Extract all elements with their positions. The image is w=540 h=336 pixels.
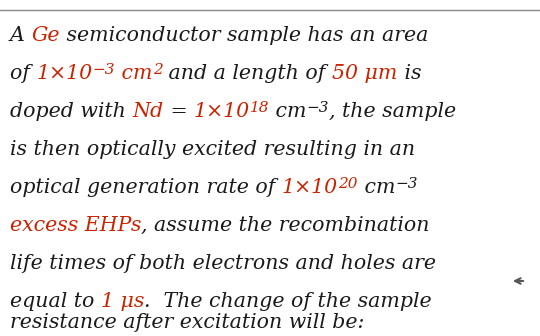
Text: of: of bbox=[10, 64, 37, 83]
Text: and a length of: and a length of bbox=[163, 64, 332, 83]
Text: −3: −3 bbox=[395, 177, 417, 192]
Text: cm: cm bbox=[357, 178, 395, 197]
Text: optical generation rate of: optical generation rate of bbox=[10, 178, 282, 197]
Text: cm: cm bbox=[269, 102, 307, 121]
Text: 20: 20 bbox=[338, 177, 357, 192]
Text: is then optically excited resulting in an: is then optically excited resulting in a… bbox=[10, 140, 415, 159]
Text: .  The change of the sample: . The change of the sample bbox=[144, 292, 438, 311]
Text: resistance after excitation will be:: resistance after excitation will be: bbox=[10, 313, 364, 332]
Text: , the sample: , the sample bbox=[329, 102, 456, 121]
Text: =: = bbox=[164, 102, 194, 121]
Text: Ge: Ge bbox=[31, 26, 60, 45]
Text: life times of both electrons and holes are: life times of both electrons and holes a… bbox=[10, 254, 436, 273]
Text: 1 μs: 1 μs bbox=[101, 292, 144, 311]
Text: 1×10: 1×10 bbox=[194, 102, 249, 121]
Text: 18: 18 bbox=[249, 101, 269, 116]
Text: −3: −3 bbox=[93, 64, 115, 78]
Text: doped with: doped with bbox=[10, 102, 132, 121]
Text: semiconductor sample has an area: semiconductor sample has an area bbox=[60, 26, 428, 45]
Text: 50 μm: 50 μm bbox=[332, 64, 397, 83]
Text: cm: cm bbox=[115, 64, 153, 83]
Text: 1×10: 1×10 bbox=[37, 64, 93, 83]
Text: equal to: equal to bbox=[10, 292, 101, 311]
Text: Nd: Nd bbox=[132, 102, 164, 121]
Text: −3: −3 bbox=[307, 101, 329, 116]
Text: A: A bbox=[10, 26, 31, 45]
Text: is: is bbox=[397, 64, 421, 83]
Text: 2: 2 bbox=[153, 64, 163, 78]
Text: excess EHPs: excess EHPs bbox=[10, 216, 141, 235]
Text: , assume the recombination: , assume the recombination bbox=[141, 216, 430, 235]
Text: 1×10: 1×10 bbox=[282, 178, 338, 197]
